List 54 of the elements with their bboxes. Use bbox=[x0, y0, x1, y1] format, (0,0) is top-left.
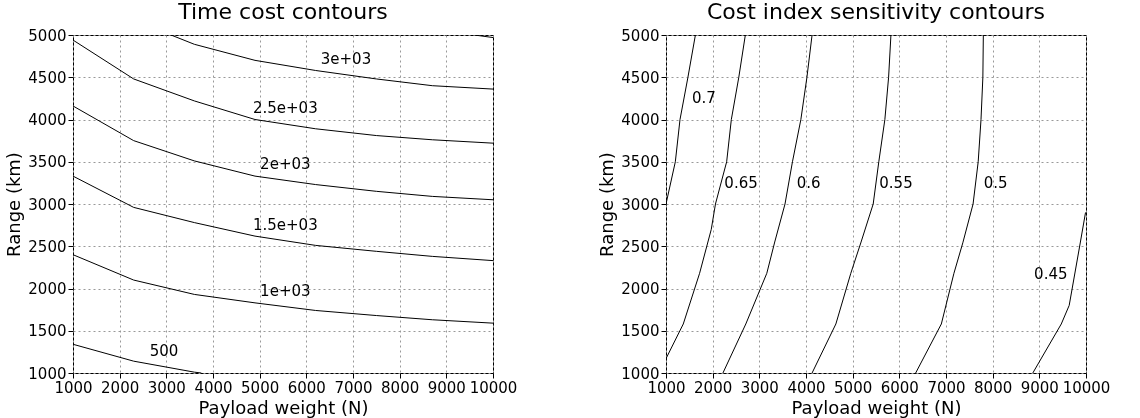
series-label: 1e+03 bbox=[260, 281, 311, 300]
y-tick-label: 3000 bbox=[28, 195, 67, 214]
y-tick-label: 2500 bbox=[621, 237, 660, 256]
x-tick-label: 8000 bbox=[381, 378, 420, 397]
series-label: 0.55 bbox=[879, 173, 913, 192]
x-tick-label: 6000 bbox=[880, 378, 919, 397]
x-tick-label: 6000 bbox=[287, 378, 326, 397]
y-tick-label: 3000 bbox=[621, 195, 660, 214]
x-axis-title: Payload weight (N) bbox=[198, 396, 369, 418]
y-tick-label: 3500 bbox=[28, 153, 67, 172]
chart-title: Cost index sensitivity contours bbox=[706, 0, 1046, 24]
y-tick-label: 5000 bbox=[621, 26, 660, 45]
x-tick-label: 5000 bbox=[241, 378, 280, 397]
y-tick-label: 4000 bbox=[28, 111, 67, 129]
x-tick-label: 10000 bbox=[1062, 378, 1111, 397]
y-tick-label: 4500 bbox=[28, 68, 67, 87]
y-tick-label: 2000 bbox=[28, 280, 67, 298]
series-label: 0.5 bbox=[983, 173, 1008, 192]
x-tick-label: 7000 bbox=[334, 378, 373, 397]
series-label: 2.5e+03 bbox=[252, 99, 318, 118]
x-tick-label: 9000 bbox=[1020, 378, 1059, 397]
x-tick-label: 1000 bbox=[54, 378, 93, 397]
y-tick-label: 2500 bbox=[28, 237, 67, 256]
series-label: 0.7 bbox=[692, 89, 716, 108]
series-label: 3e+03 bbox=[320, 49, 372, 68]
x-tick-label: 3000 bbox=[740, 378, 779, 397]
y-tick-label: 4000 bbox=[621, 111, 660, 129]
chart-title: Time cost contours bbox=[177, 0, 388, 24]
series-label: 0.45 bbox=[1034, 264, 1068, 283]
series-label: 1.5e+03 bbox=[252, 215, 318, 234]
y-axis-title: Range (km) bbox=[3, 152, 25, 257]
y-axis-title: Range (km) bbox=[596, 152, 618, 257]
series-label: 0.6 bbox=[796, 173, 821, 192]
x-tick-label: 4000 bbox=[787, 378, 826, 397]
y-tick-label: 3500 bbox=[621, 153, 660, 172]
x-tick-label: 8000 bbox=[974, 378, 1013, 397]
series-label: 0.65 bbox=[724, 173, 758, 192]
x-tick-label: 3000 bbox=[147, 378, 186, 397]
x-tick-label: 2000 bbox=[101, 378, 140, 397]
series-label: 500 bbox=[149, 341, 179, 360]
x-tick-label: 2000 bbox=[694, 378, 733, 397]
x-tick-label: 7000 bbox=[927, 378, 966, 397]
x-tick-label: 5000 bbox=[834, 378, 873, 397]
x-tick-label: 10000 bbox=[469, 378, 518, 397]
x-axis-title: Payload weight (N) bbox=[791, 396, 962, 418]
x-tick-label: 1000 bbox=[647, 378, 686, 397]
y-tick-label: 4500 bbox=[621, 68, 660, 87]
x-tick-label: 9000 bbox=[427, 378, 466, 397]
y-tick-label: 5000 bbox=[28, 26, 67, 45]
x-tick-label: 4000 bbox=[194, 378, 233, 397]
series-label: 2e+03 bbox=[260, 155, 311, 174]
y-tick-label: 1500 bbox=[621, 322, 660, 341]
y-tick-label: 1500 bbox=[28, 322, 67, 341]
y-tick-label: 2000 bbox=[621, 280, 660, 298]
